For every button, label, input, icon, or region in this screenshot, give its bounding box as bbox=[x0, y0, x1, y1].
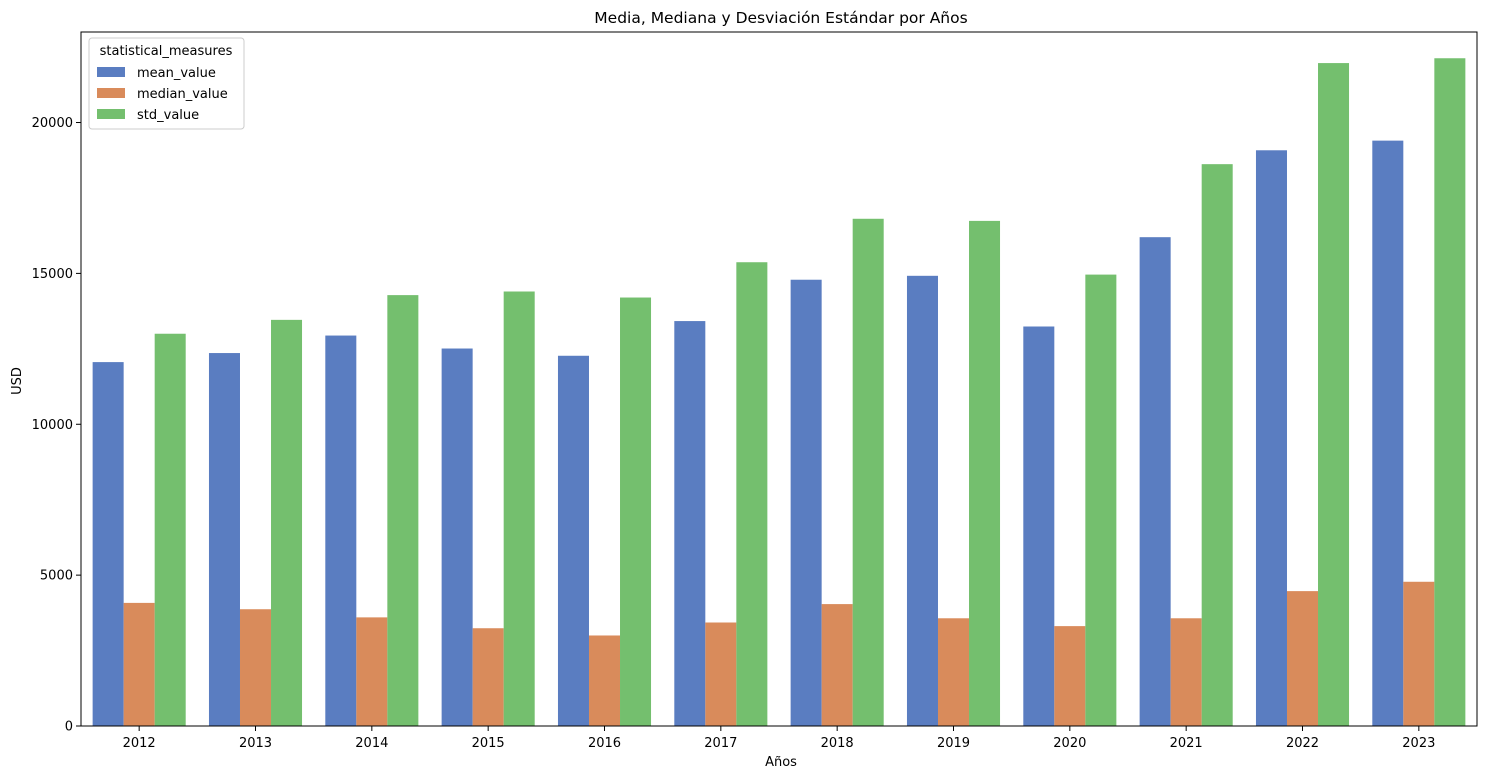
bar-median_value-2014 bbox=[356, 617, 388, 726]
x-tick-label: 2022 bbox=[1286, 736, 1319, 751]
legend-label-median_value: median_value bbox=[137, 87, 228, 102]
legend-label-std_value: std_value bbox=[137, 108, 199, 123]
x-axis-title: Años bbox=[765, 755, 797, 770]
bar-std_value-2012 bbox=[154, 333, 186, 726]
bar-median_value-2017 bbox=[705, 622, 737, 726]
x-tick-label: 2019 bbox=[937, 736, 970, 751]
bar-mean_value-2023 bbox=[1372, 140, 1404, 726]
bar-mean_value-2019 bbox=[906, 275, 938, 726]
bar-std_value-2022 bbox=[1318, 63, 1350, 726]
bar-mean_value-2014 bbox=[325, 335, 357, 726]
y-tick-label: 5000 bbox=[40, 569, 73, 584]
bar-mean_value-2013 bbox=[208, 353, 240, 726]
bar-median_value-2013 bbox=[239, 609, 272, 726]
y-tick-label: 0 bbox=[65, 720, 73, 735]
y-axis-title: USD bbox=[10, 367, 25, 395]
x-tick-label: 2023 bbox=[1402, 736, 1435, 751]
bar-median_value-2019 bbox=[937, 618, 970, 726]
x-tick-label: 2014 bbox=[355, 736, 388, 751]
legend-swatch-median_value bbox=[97, 88, 125, 98]
x-tick-label: 2013 bbox=[239, 736, 272, 751]
bar-std_value-2013 bbox=[271, 319, 303, 726]
bar-std_value-2014 bbox=[387, 295, 419, 726]
bar-mean_value-2020 bbox=[1023, 326, 1055, 726]
bar-median_value-2021 bbox=[1170, 618, 1202, 726]
legend: statistical_measures mean_value median_va… bbox=[88, 37, 245, 130]
plot-area: 2012 2013 2014 2015 2016 2017 2018 2019 2020 2021… bbox=[32, 31, 1478, 751]
x-tick-label: 2012 bbox=[123, 736, 156, 751]
bar-std_value-2015 bbox=[503, 291, 535, 726]
y-tick-label: 20000 bbox=[32, 116, 73, 131]
bar-median_value-2015 bbox=[472, 628, 504, 726]
bar-median_value-2016 bbox=[588, 635, 621, 726]
bar-std_value-2016 bbox=[620, 297, 652, 726]
bar-std_value-2020 bbox=[1085, 274, 1117, 726]
bar-median_value-2018 bbox=[821, 604, 853, 726]
bar-std_value-2021 bbox=[1201, 164, 1233, 726]
x-tick-label: 2016 bbox=[588, 736, 621, 751]
y-tick-label: 10000 bbox=[32, 418, 73, 433]
bar-mean_value-2018 bbox=[790, 279, 822, 726]
bar-std_value-2018 bbox=[852, 218, 884, 726]
bar-mean_value-2016 bbox=[557, 355, 589, 726]
bar-std_value-2019 bbox=[969, 220, 1001, 726]
x-tick-label: 2021 bbox=[1170, 736, 1203, 751]
x-tick-label: 2018 bbox=[821, 736, 854, 751]
bar-median_value-2012 bbox=[123, 602, 155, 726]
bar-mean_value-2015 bbox=[441, 348, 473, 726]
plot-frame bbox=[80, 31, 1478, 727]
bar-mean_value-2017 bbox=[674, 321, 706, 726]
bar-median_value-2023 bbox=[1403, 581, 1435, 726]
y-tick-label: 15000 bbox=[32, 267, 73, 282]
legend-title: statistical_measures bbox=[100, 44, 233, 59]
legend-label-mean_value: mean_value bbox=[137, 66, 216, 81]
legend-swatch-mean_value bbox=[97, 67, 125, 77]
chart-title: Media, Mediana y Desviación Estándar por… bbox=[594, 9, 967, 27]
bar-std_value-2017 bbox=[736, 262, 768, 726]
x-tick-label: 2017 bbox=[704, 736, 737, 751]
bar-mean_value-2021 bbox=[1139, 237, 1171, 726]
bar-median_value-2020 bbox=[1054, 626, 1086, 726]
bar-std_value-2023 bbox=[1434, 58, 1466, 726]
bar-median_value-2022 bbox=[1286, 591, 1319, 726]
bar-mean_value-2012 bbox=[92, 362, 124, 726]
x-tick-label: 2015 bbox=[472, 736, 505, 751]
legend-frame bbox=[88, 37, 245, 130]
legend-swatch-std_value bbox=[97, 109, 125, 119]
bar-mean_value-2022 bbox=[1255, 150, 1287, 726]
x-tick-label: 2020 bbox=[1053, 736, 1086, 751]
